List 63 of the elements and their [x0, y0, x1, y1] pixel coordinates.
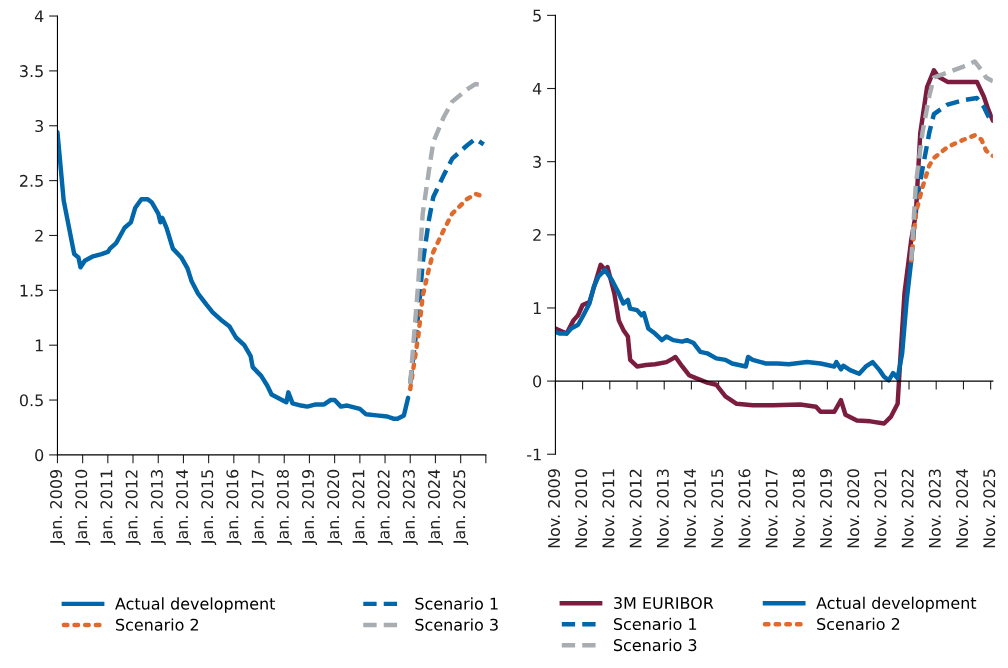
y-tick-label: 3	[35, 119, 43, 133]
y-tick-label: 3	[533, 155, 541, 168]
legend-label: Actual development	[816, 596, 977, 613]
x-tick-label: Jan. 2012	[125, 470, 141, 546]
legend-label: Scenario 3	[613, 638, 697, 652]
line-series	[909, 59, 993, 263]
x-tick-label: Nov. 2014	[683, 469, 697, 548]
x-tick-label: Jan. 2017	[251, 470, 267, 546]
y-tick-label: 3.5	[20, 65, 43, 78]
y-tick-label: -1	[527, 448, 541, 461]
x-tick-label: Jan. 2022	[377, 470, 393, 546]
x-tick-label: Nov. 2009	[547, 469, 561, 548]
x-tick-label: Nov. 2012	[629, 469, 642, 548]
x-tick-label: Jan. 2014	[176, 469, 192, 546]
legend-label: Scenario 2	[817, 617, 900, 631]
x-tick-label: Jan. 2025	[453, 470, 469, 546]
line-series	[909, 133, 993, 263]
y-tick-label: 2.5	[20, 174, 43, 187]
x-tick-label: Jan. 2009	[50, 469, 66, 546]
y-tick-label: 5	[533, 9, 541, 22]
x-tick-label: Nov. 2023	[928, 469, 941, 548]
x-tick-label: Jan. 2019	[301, 469, 318, 546]
x-tick-label: Jan. 2024	[427, 469, 444, 546]
y-tick-label: 0.5	[19, 394, 43, 407]
line-series	[57, 130, 411, 421]
y-tick-label: 2	[35, 229, 43, 242]
x-tick-label: Nov. 2010	[575, 469, 588, 548]
x-tick-label: Nov. 2011	[602, 469, 615, 548]
x-tick-label: Nov. 2025	[983, 469, 996, 548]
x-tick-label: Nov. 2022	[901, 469, 914, 548]
x-tick-label: Jan. 2018	[276, 469, 292, 546]
y-tick-label: 0	[533, 375, 542, 388]
x-tick-label: Nov. 2020	[847, 469, 860, 548]
y-tick-label: 4	[34, 10, 44, 23]
legend-label: Scenario 1	[415, 597, 498, 610]
legend-label: Scenario 1	[613, 617, 697, 631]
x-tick-label: Jan. 2023	[402, 470, 418, 546]
x-tick-label: Nov. 2021	[874, 469, 887, 548]
x-tick-label: Jan. 2020	[327, 469, 343, 546]
y-tick-label: 2	[533, 229, 541, 241]
y-tick-label: 1	[533, 302, 541, 315]
x-tick-label: Jan. 2010	[75, 469, 91, 546]
x-tick-label: Nov. 2017	[765, 469, 778, 548]
x-tick-label: Jan. 2016	[226, 469, 242, 546]
x-tick-label: Jan. 2011	[100, 470, 116, 546]
x-tick-label: Nov. 2016	[738, 469, 751, 548]
legend-label: Scenario 3	[415, 618, 498, 631]
y-tick-label: 1	[35, 339, 43, 352]
x-tick-label: Jan. 2021	[352, 470, 368, 546]
x-tick-label: Jan. 2015	[201, 470, 217, 546]
y-tick-label: 4	[532, 82, 542, 95]
legend-label: Actual development	[115, 597, 276, 613]
line-series	[408, 191, 484, 392]
y-tick-label: 1.5	[20, 284, 43, 297]
x-tick-label: Jan. 2013	[150, 470, 166, 546]
y-tick-label: 0	[35, 449, 44, 462]
x-tick-label: Nov. 2019	[819, 469, 833, 548]
x-tick-label: Nov. 2018	[792, 469, 805, 548]
x-tick-label: Nov. 2015	[711, 469, 724, 548]
x-tick-label: Nov. 2024	[956, 469, 969, 548]
legend-label: Scenario 2	[116, 618, 199, 631]
legend-label: 3M EURIBOR	[614, 596, 714, 610]
x-tick-label: Nov. 2013	[656, 469, 669, 548]
